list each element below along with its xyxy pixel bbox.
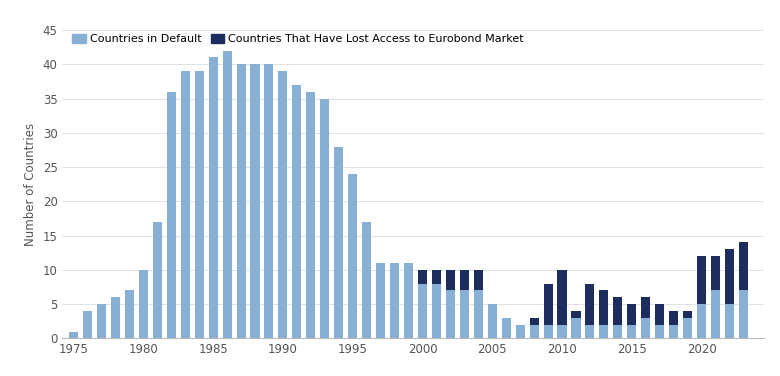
- Bar: [739, 243, 748, 290]
- Bar: [641, 318, 651, 338]
- Bar: [544, 284, 552, 325]
- Bar: [69, 332, 78, 338]
- Bar: [195, 71, 204, 338]
- Bar: [278, 71, 288, 338]
- Bar: [572, 311, 580, 318]
- Bar: [390, 263, 399, 338]
- Bar: [627, 325, 636, 338]
- Bar: [558, 270, 566, 325]
- Bar: [181, 71, 190, 338]
- Bar: [697, 256, 706, 304]
- Bar: [111, 297, 120, 338]
- Bar: [236, 64, 246, 338]
- Bar: [739, 290, 748, 338]
- Bar: [432, 284, 441, 338]
- Bar: [641, 297, 651, 318]
- Bar: [669, 325, 679, 338]
- Bar: [725, 249, 734, 304]
- Bar: [292, 85, 301, 338]
- Bar: [572, 318, 580, 338]
- Bar: [599, 290, 608, 325]
- Bar: [418, 284, 427, 338]
- Bar: [516, 325, 525, 338]
- Bar: [488, 304, 497, 338]
- Bar: [586, 284, 594, 325]
- Bar: [683, 311, 692, 318]
- Y-axis label: Number of Countries: Number of Countries: [24, 123, 37, 246]
- Bar: [348, 174, 357, 338]
- Bar: [558, 325, 566, 338]
- Bar: [697, 304, 706, 338]
- Bar: [683, 318, 692, 338]
- Bar: [586, 325, 594, 338]
- Bar: [530, 318, 539, 325]
- Bar: [669, 311, 679, 325]
- Bar: [473, 270, 483, 290]
- Bar: [83, 311, 92, 338]
- Bar: [432, 270, 441, 284]
- Bar: [208, 58, 218, 338]
- Bar: [362, 222, 371, 338]
- Bar: [627, 304, 636, 325]
- Bar: [655, 325, 665, 338]
- Bar: [711, 290, 720, 338]
- Bar: [376, 263, 385, 338]
- Bar: [307, 92, 315, 338]
- Bar: [153, 222, 161, 338]
- Bar: [418, 270, 427, 284]
- Bar: [544, 325, 552, 338]
- Bar: [446, 290, 455, 338]
- Bar: [334, 147, 343, 338]
- Bar: [264, 64, 274, 338]
- Bar: [502, 318, 511, 338]
- Bar: [446, 270, 455, 290]
- Bar: [711, 256, 720, 290]
- Bar: [613, 325, 622, 338]
- Bar: [222, 51, 232, 338]
- Bar: [459, 270, 469, 290]
- Bar: [599, 325, 608, 338]
- Bar: [530, 325, 539, 338]
- Bar: [613, 297, 622, 325]
- Bar: [459, 290, 469, 338]
- Bar: [139, 270, 148, 338]
- Bar: [321, 99, 329, 338]
- Bar: [725, 304, 734, 338]
- Bar: [250, 64, 260, 338]
- Bar: [473, 290, 483, 338]
- Legend: Countries in Default, Countries That Have Lost Access to Eurobond Market: Countries in Default, Countries That Hav…: [68, 29, 529, 49]
- Bar: [655, 304, 665, 325]
- Bar: [404, 263, 413, 338]
- Bar: [125, 290, 134, 338]
- Bar: [167, 92, 176, 338]
- Bar: [97, 304, 106, 338]
